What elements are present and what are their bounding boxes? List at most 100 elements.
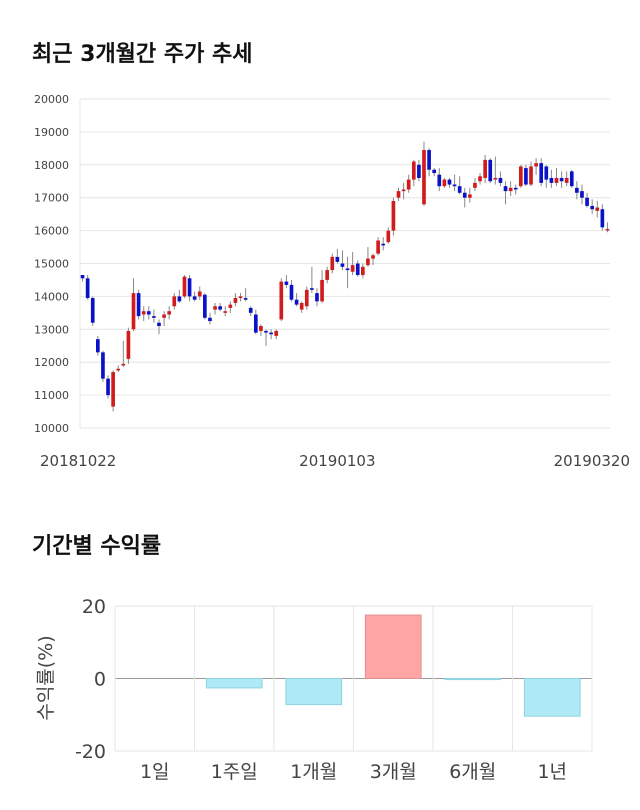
candle (203, 293, 207, 320)
candle-body-down (524, 168, 528, 185)
candle (605, 222, 610, 233)
candle-body-up (330, 256, 335, 271)
price-x-tick-label: 20181022 (40, 452, 116, 470)
candle (197, 286, 202, 300)
candle-body-down (575, 187, 579, 193)
candle (330, 253, 335, 274)
candle (534, 158, 538, 175)
candle (340, 250, 345, 271)
candle (483, 154, 487, 183)
returns-y-tick-label: 20 (82, 596, 106, 618)
candle (508, 181, 513, 197)
candle (452, 174, 457, 192)
candle-body-up (564, 177, 569, 183)
candle-body-up (167, 311, 172, 315)
candle-body-down (355, 263, 360, 276)
candle-body-up (259, 326, 263, 331)
candle (396, 187, 401, 201)
candle-body-up (325, 270, 329, 280)
candle (85, 275, 90, 300)
price-y-tick-label: 13000 (34, 323, 69, 336)
candle-body-down (187, 278, 192, 297)
candle (315, 288, 319, 307)
candle-body-down (177, 296, 182, 302)
candle (462, 187, 467, 208)
returns-bar (444, 678, 502, 681)
candle (167, 306, 172, 320)
price-y-tick-label: 18000 (34, 159, 69, 172)
candle (345, 256, 350, 289)
candle (213, 302, 217, 315)
candle (457, 176, 462, 195)
candle (376, 237, 380, 256)
candle-body-down (264, 330, 268, 333)
candle-body-down (80, 275, 85, 279)
returns-chart-bars (205, 614, 581, 717)
candle-body-down (457, 186, 462, 193)
candle-body-up (468, 194, 472, 198)
candle (218, 302, 222, 312)
returns-chart-title: 기간별 수익률 (32, 534, 162, 559)
candle (595, 200, 600, 218)
candle-body-down (600, 209, 605, 228)
candle (600, 204, 605, 231)
candle (401, 182, 406, 200)
returns-x-tick-label: 1년 (537, 761, 567, 783)
candle (80, 275, 85, 282)
candle-body-up (172, 296, 177, 307)
candle-body-up (396, 191, 401, 198)
candle (96, 335, 100, 356)
candle-body-up (299, 302, 304, 310)
candle-body-up (111, 372, 115, 407)
candle (274, 329, 279, 340)
price-x-tick-label: 20190103 (299, 452, 375, 470)
candle-body-up (350, 265, 355, 272)
returns-x-tick-label: 3개월 (370, 761, 417, 783)
candle (116, 365, 121, 373)
candle (152, 309, 156, 323)
candle (575, 181, 579, 200)
price-y-tick-label: 10000 (34, 422, 69, 435)
returns-x-tick-label: 1일 (140, 761, 170, 783)
candle-body-up (116, 368, 121, 371)
candle (320, 270, 324, 303)
candle-body-up (376, 240, 380, 254)
candle (447, 177, 452, 188)
candle-body-down (248, 307, 253, 313)
candle (279, 278, 284, 322)
price-chart-gridlines (79, 98, 610, 429)
candle-body-up (442, 179, 447, 187)
candle-body-down (101, 352, 105, 379)
candle-body-down (569, 171, 574, 187)
candle-body-down (335, 256, 340, 262)
price-y-tick-label: 14000 (34, 290, 69, 303)
candle (238, 293, 243, 302)
candle-body-down (315, 293, 319, 302)
candle (228, 301, 233, 313)
candle (361, 263, 365, 279)
candle-body-up (401, 189, 406, 192)
candle (182, 275, 187, 299)
candle-body-down (90, 298, 95, 323)
returns-x-tick-label: 1개월 (290, 761, 337, 783)
candle-body-down (503, 186, 508, 192)
candle-body-up (411, 161, 416, 180)
candle-body-down (345, 268, 350, 271)
candle (136, 289, 141, 320)
candle (111, 370, 115, 412)
candle (554, 168, 559, 187)
price-y-tick-label: 11000 (34, 389, 69, 402)
candle-body-down (590, 205, 594, 210)
candle (141, 306, 146, 322)
price-candlestick-chart: 20000 19000 18000 17000 16000 15000 14000 13000… (34, 93, 630, 470)
candle (529, 161, 533, 187)
returns-bar (523, 678, 581, 717)
price-y-tick-label: 19000 (34, 126, 69, 139)
candle (488, 158, 493, 183)
candle (294, 293, 299, 307)
candle (192, 291, 197, 302)
candle (223, 306, 228, 317)
candle-body-up (371, 255, 375, 259)
price-y-tick-label: 16000 (34, 225, 69, 238)
candle-body-down (513, 187, 518, 190)
